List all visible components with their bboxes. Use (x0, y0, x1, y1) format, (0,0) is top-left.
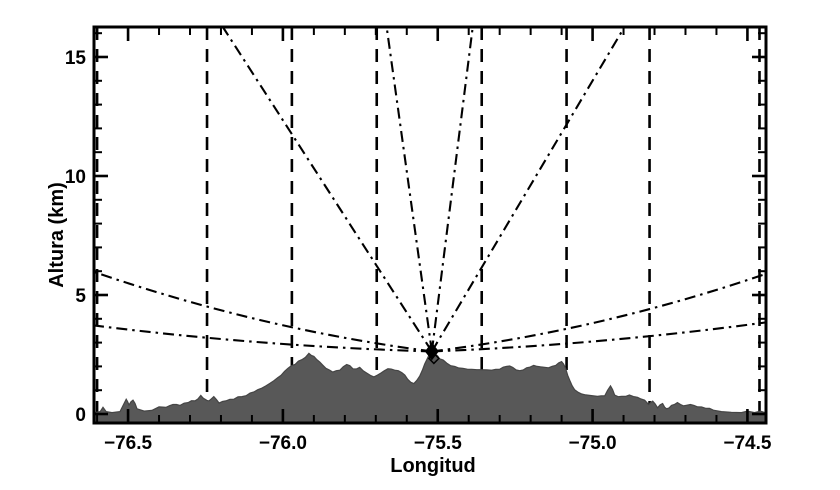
radar-beam-steep (385, 26, 433, 352)
x-tick-label: −76.0 (259, 433, 307, 454)
x-tick-label: −75.0 (569, 433, 617, 454)
radar-beam-steep (430, 26, 474, 352)
y-tick-label: 5 (75, 286, 86, 307)
y-tick-label: 15 (65, 48, 87, 69)
radar-beam-low (431, 321, 767, 353)
radar-beam-low (93, 324, 432, 353)
radar-marker-outline (427, 352, 440, 365)
y-tick-label: 0 (75, 405, 86, 426)
x-tick-label: −75.5 (414, 433, 463, 454)
radar-beam-steep (221, 26, 433, 352)
radar-beam-low (431, 272, 767, 353)
y-axis-title: Altura (km) (46, 182, 68, 288)
radar-beam-low (93, 270, 432, 353)
y-tick-label: 10 (65, 167, 86, 188)
x-axis-title: Longitud (390, 455, 476, 477)
radar-beam-steep (430, 26, 626, 352)
terrain-profile (93, 351, 767, 424)
plot-frame (92, 25, 768, 425)
plot-render-layer: −76.5 −76.0 −75.5 −75.0 −74.5 0 5 10 15 (65, 25, 772, 454)
x-tick-label: −76.5 (104, 433, 153, 454)
x-tick-label: −74.5 (723, 433, 772, 454)
